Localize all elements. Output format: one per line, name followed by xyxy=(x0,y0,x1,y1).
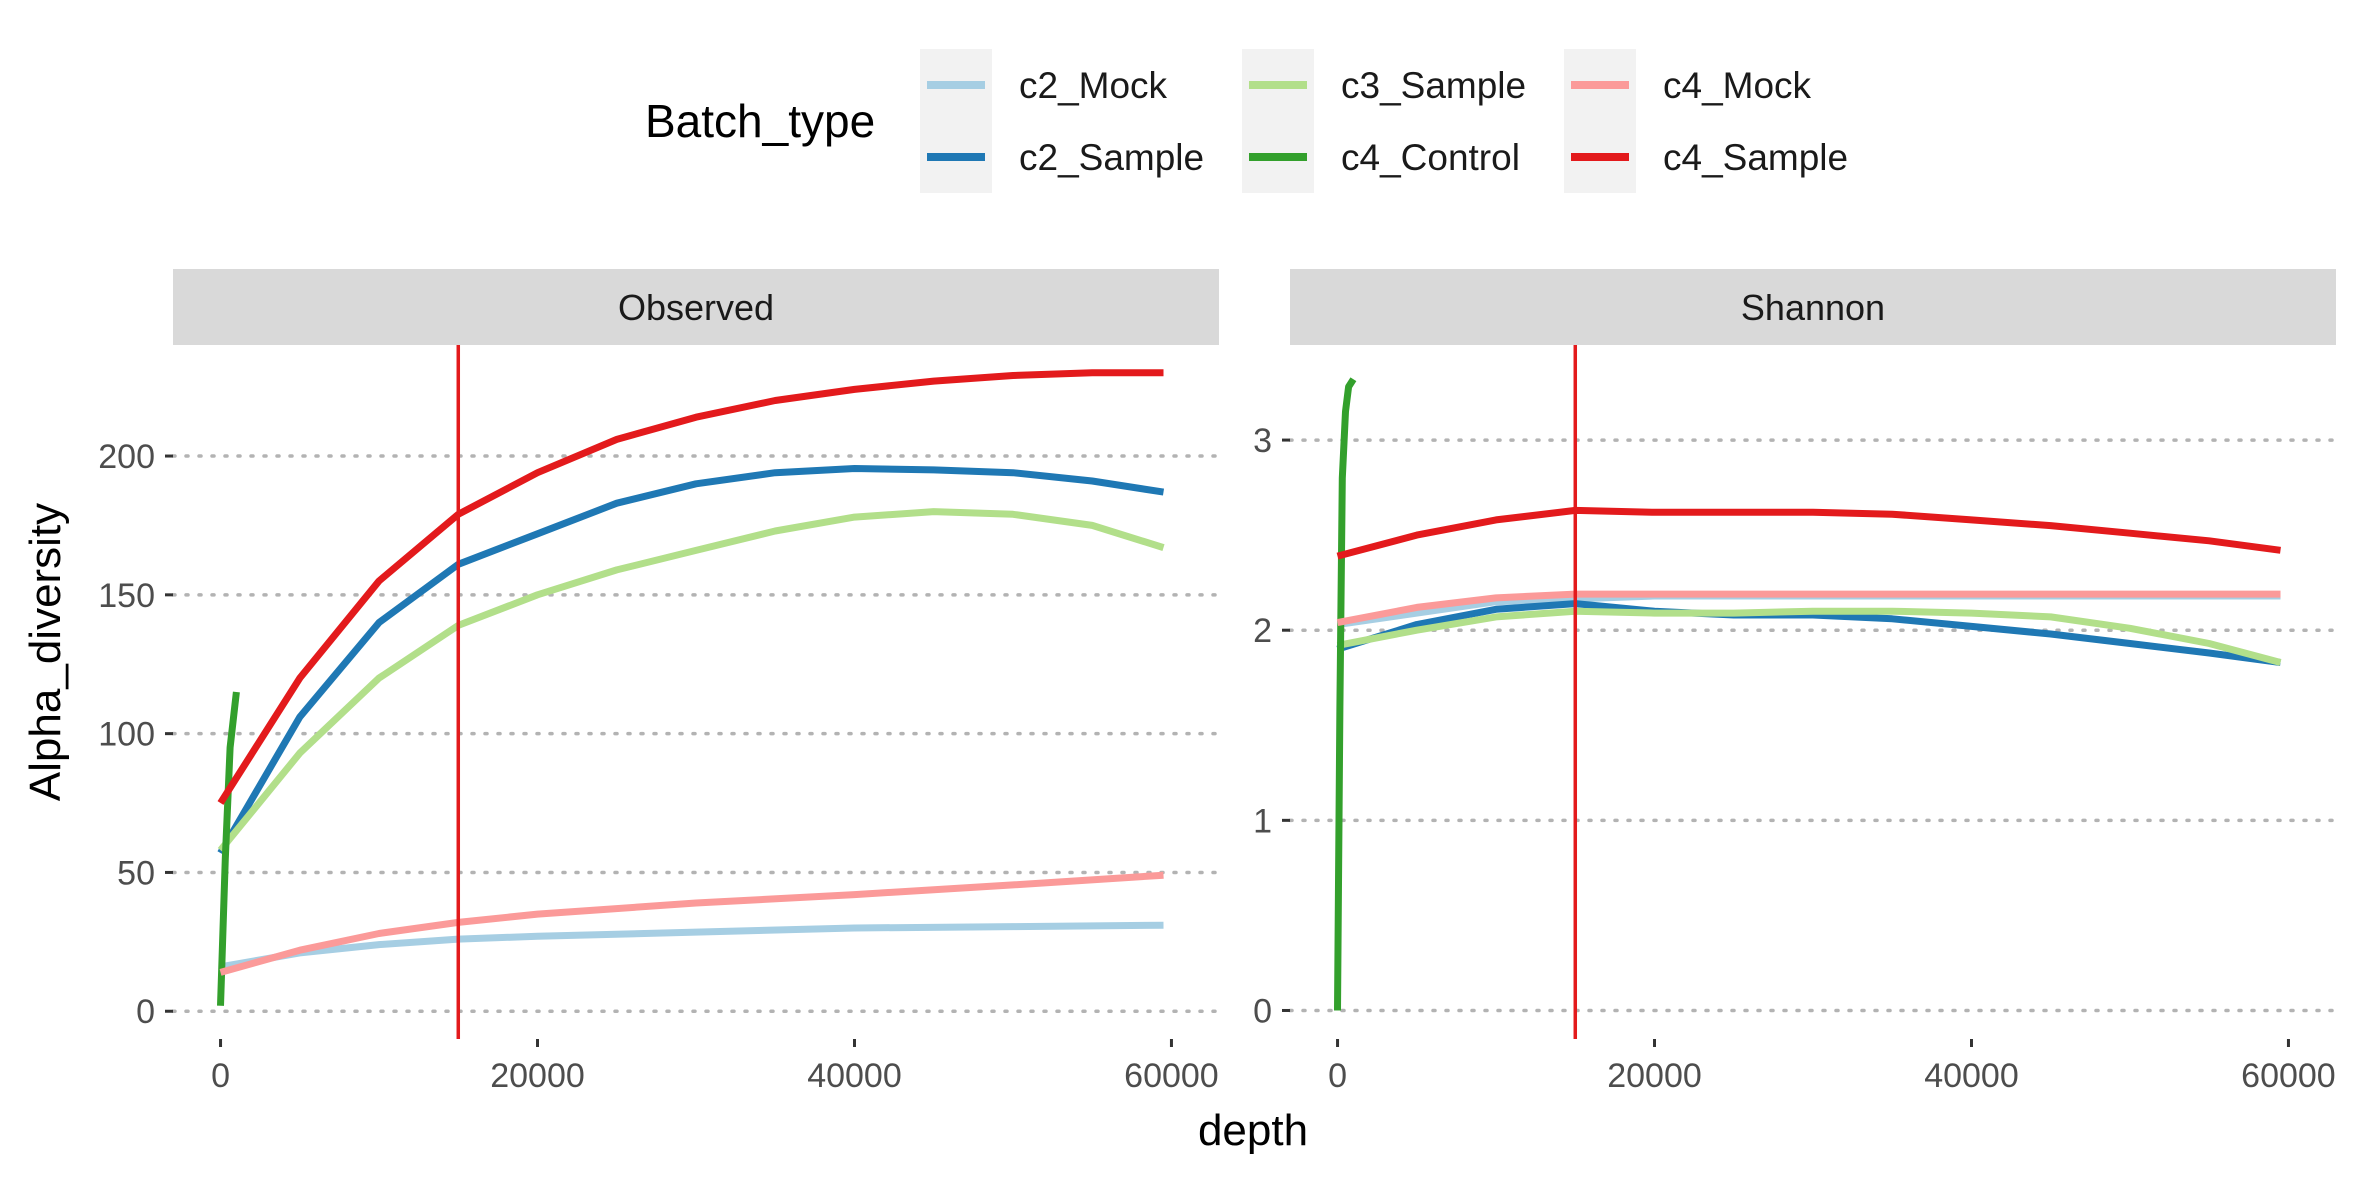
x-tick-label: 0 xyxy=(211,1057,230,1095)
series-group xyxy=(217,369,1165,1006)
series-line-c2_Mock xyxy=(219,921,1164,971)
x-tick-label: 40000 xyxy=(1924,1057,2019,1095)
x-tick-label: 20000 xyxy=(490,1057,585,1095)
x-tick-label: 0 xyxy=(1328,1057,1347,1095)
series-line-c4_Control xyxy=(1334,377,1357,1011)
x-tick-label: 60000 xyxy=(2241,1057,2336,1095)
panel-shannon: Shannon 0 1 2 3 0 20000 40000 60000 xyxy=(1253,269,2338,1095)
y-tick-label: 200 xyxy=(98,438,155,476)
facet-strip-label: Observed xyxy=(618,287,774,328)
legend-title: Batch_type xyxy=(645,95,875,147)
legend-label-c3_Sample: c3_Sample xyxy=(1341,65,1526,106)
legend-label-c4_Mock: c4_Mock xyxy=(1663,65,1812,106)
legend: Batch_type c2_Mock c2_Sample c3_Sample c4_C… xyxy=(645,49,1848,193)
y-tick-label: 100 xyxy=(98,716,155,754)
y-tick-label: 50 xyxy=(117,854,155,892)
y-tick-label: 3 xyxy=(1253,422,1272,460)
y-tick-label: 0 xyxy=(136,993,155,1031)
y-tick-label: 1 xyxy=(1253,802,1272,840)
series-group xyxy=(1334,377,2282,1011)
legend-label-c2_Mock: c2_Mock xyxy=(1019,65,1168,106)
legend-label-c2_Sample: c2_Sample xyxy=(1019,137,1204,178)
facet-strip xyxy=(173,269,1219,345)
series-line-c3_Sample xyxy=(217,508,1165,853)
series-line-c4_Sample xyxy=(217,369,1164,805)
legend-label-c4_Sample: c4_Sample xyxy=(1663,137,1848,178)
y-tick-label: 2 xyxy=(1253,612,1272,650)
x-axis-title: depth xyxy=(1198,1106,1308,1155)
series-line-c4_Sample xyxy=(1336,506,2281,560)
series-line-c3_Sample xyxy=(1336,607,2282,666)
x-tick-label: 20000 xyxy=(1607,1057,1702,1095)
facet-strip-label: Shannon xyxy=(1741,287,1885,328)
x-tick-label: 40000 xyxy=(807,1057,902,1095)
facet-strip xyxy=(1290,269,2336,345)
legend-label-c4_Control: c4_Control xyxy=(1341,137,1520,178)
y-tick-label: 150 xyxy=(98,577,155,615)
series-line-c4_Mock xyxy=(219,871,1164,976)
series-line-c4_Mock xyxy=(1336,590,2281,627)
series-line-c2_Sample xyxy=(217,465,1165,855)
panel-observed: Observed 0 50 100 150 200 0 20000 40000 60000 xyxy=(98,269,1221,1095)
series-line-c4_Control xyxy=(217,691,240,1006)
y-tick-label: 0 xyxy=(1253,992,1272,1030)
y-axis-title: Alpha_diversity xyxy=(21,503,70,801)
series-line-c2_Sample xyxy=(1336,600,2281,666)
x-tick-label: 60000 xyxy=(1124,1057,1219,1095)
